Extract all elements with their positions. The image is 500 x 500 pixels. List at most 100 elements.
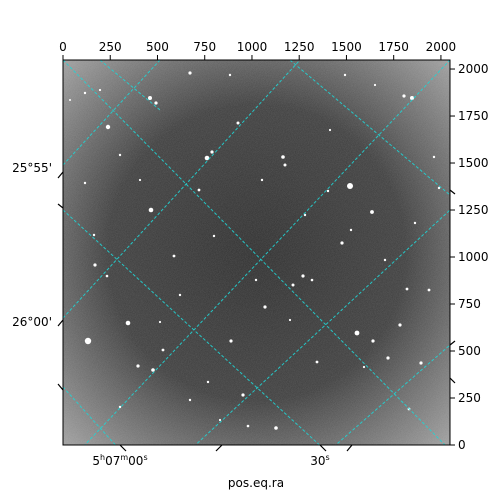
- world-tick-marks: [57, 171, 456, 452]
- x-axis-title: pos.eq.ra: [228, 476, 284, 490]
- star-6: [204, 155, 210, 161]
- star-45: [105, 274, 109, 278]
- world-tick-6: [57, 319, 64, 327]
- star-57: [228, 73, 232, 77]
- right-tick-label-2000: 2000: [458, 62, 489, 76]
- star-51: [437, 186, 441, 190]
- star-49: [83, 181, 87, 185]
- star-0: [83, 91, 87, 95]
- star-13: [402, 94, 406, 98]
- right-pixel-axis: 0 250 500 750 1000 1250 1500 1750 2000: [450, 62, 489, 452]
- star-3: [154, 101, 158, 105]
- grid-line-9: [63, 60, 161, 166]
- grid-line-5: [63, 60, 301, 319]
- world-tick-9: [449, 340, 456, 346]
- world-tick-1: [215, 444, 223, 452]
- top-tick-label-2000: 2000: [426, 40, 457, 54]
- star-61: [69, 99, 71, 101]
- star-67: [218, 418, 222, 422]
- star-46: [118, 405, 122, 409]
- star-56: [254, 278, 258, 282]
- star-5: [84, 337, 92, 345]
- top-tick-label-1250: 1250: [284, 40, 315, 54]
- star-field: [69, 71, 441, 430]
- plot-frame: [62, 59, 451, 446]
- star-66: [288, 318, 292, 322]
- star-44: [427, 288, 431, 292]
- star-11: [347, 183, 353, 189]
- star-4: [188, 71, 192, 75]
- star-43: [383, 258, 387, 262]
- grid-line-8: [334, 344, 450, 445]
- star-42: [349, 228, 353, 232]
- star-23: [291, 283, 295, 287]
- star-65: [158, 320, 162, 324]
- star-12: [370, 210, 374, 214]
- star-9: [281, 155, 285, 159]
- star-50: [92, 233, 96, 237]
- star-24: [301, 274, 305, 278]
- star-58: [343, 73, 347, 77]
- world-tick-5: [57, 203, 64, 209]
- right-tick-label-1000: 1000: [458, 250, 489, 264]
- star-15: [148, 207, 154, 213]
- image-area: [63, 60, 450, 445]
- star-41: [326, 189, 330, 193]
- coordinate-grid: [63, 60, 450, 445]
- top-tick-label-0: 0: [59, 40, 67, 54]
- star-52: [432, 155, 436, 159]
- star-21: [229, 339, 233, 343]
- star-68: [138, 178, 142, 182]
- star-54: [178, 293, 182, 297]
- top-tick-label-1000: 1000: [237, 40, 268, 54]
- star-39: [260, 178, 264, 182]
- star-27: [354, 330, 360, 336]
- right-tick-label-750: 750: [458, 297, 481, 311]
- star-48: [246, 424, 250, 428]
- top-tick-label-750: 750: [193, 40, 216, 54]
- star-55: [303, 213, 307, 217]
- star-16: [93, 263, 97, 267]
- star-20: [161, 348, 165, 352]
- top-pixel-axis: 0 250 500 750 1000 1250 1500 1750 2000: [59, 40, 456, 60]
- dec-tick-label-2555: 25°55': [12, 161, 52, 175]
- star-7: [210, 150, 214, 154]
- right-tick-label-0: 0: [458, 438, 466, 452]
- grid-line-6: [84, 60, 450, 445]
- star-64: [206, 380, 210, 384]
- right-tick-label-1250: 1250: [458, 203, 489, 217]
- star-19: [151, 368, 155, 372]
- bottom-world-axis: 5h07m00s 30s pos.eq.ra: [92, 453, 329, 490]
- right-tick-label-250: 250: [458, 391, 481, 405]
- top-tick-label-1500: 1500: [331, 40, 362, 54]
- star-47: [188, 398, 192, 402]
- star-18: [136, 364, 140, 368]
- world-tick-7: [57, 383, 64, 391]
- top-tick-label-500: 500: [146, 40, 169, 54]
- star-30: [398, 323, 402, 327]
- world-tick-4: [57, 171, 64, 179]
- star-26: [340, 241, 344, 245]
- star-36: [172, 254, 176, 258]
- top-tick-label-1750: 1750: [378, 40, 409, 54]
- star-34: [241, 393, 245, 397]
- left-world-axis: 25°55' 26°00': [12, 161, 52, 329]
- grid-line-4: [99, 60, 161, 111]
- grid-line-0: [63, 60, 446, 445]
- star-8: [236, 121, 240, 125]
- grid-line-3: [63, 386, 117, 445]
- right-tick-label-500: 500: [458, 344, 481, 358]
- star-69: [328, 128, 332, 132]
- star-37: [197, 188, 201, 192]
- star-60: [98, 88, 102, 92]
- world-tick-10: [449, 377, 456, 384]
- world-tick-3: [346, 444, 353, 452]
- right-tick-label-1500: 1500: [458, 156, 489, 170]
- ra-tick-label-30s: 30s: [310, 453, 329, 468]
- star-2: [148, 96, 152, 100]
- star-22: [274, 426, 278, 430]
- star-1: [105, 124, 111, 130]
- star-29: [386, 356, 390, 360]
- star-32: [419, 361, 423, 365]
